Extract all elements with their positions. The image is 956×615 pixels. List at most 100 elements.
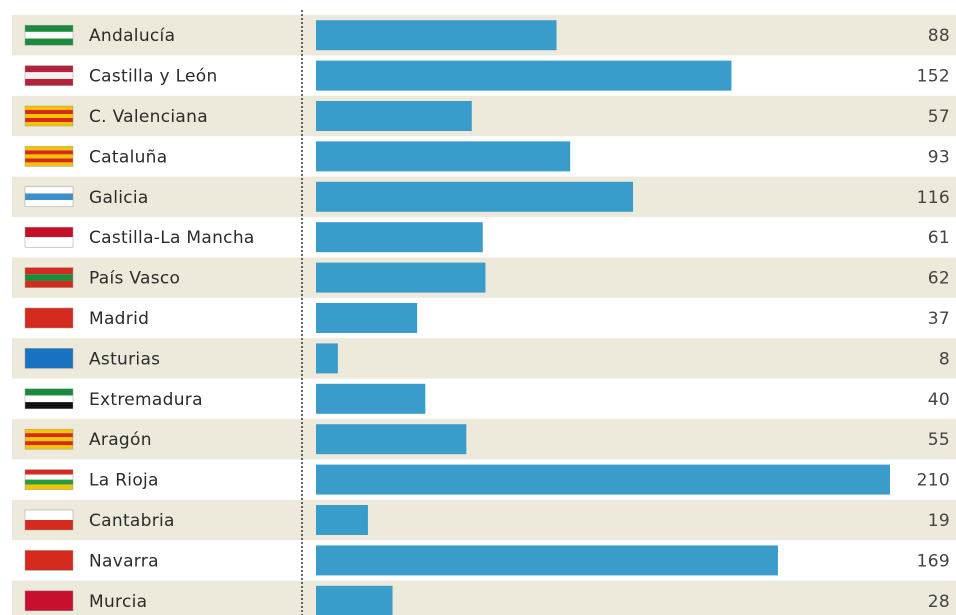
flag-stripe (25, 590, 73, 611)
value-label: 61 (928, 228, 950, 248)
bar (316, 303, 418, 333)
bar (316, 20, 557, 51)
flag-stripe (25, 441, 73, 446)
flag-stripe (25, 402, 73, 409)
bar (316, 101, 472, 131)
flag-stripe (25, 474, 73, 480)
flag-border (24, 348, 74, 369)
category-label: Andalucía (89, 26, 175, 46)
flag-border (24, 388, 74, 410)
flag-stripe (25, 227, 73, 238)
category-label: Madrid (89, 309, 149, 329)
row-band (12, 499, 956, 541)
flag-stripe (25, 395, 73, 403)
flag-stripe (25, 150, 73, 155)
flag-border (24, 469, 74, 490)
category-label: Cataluña (89, 147, 167, 167)
flag-stripe (25, 510, 73, 520)
flag-stripe (25, 550, 73, 571)
category-label: La Rioja (89, 471, 159, 491)
bar (316, 262, 486, 293)
flag-stripe (25, 520, 73, 530)
category-label: Aragón (89, 430, 152, 450)
flag-stripe (25, 25, 73, 32)
flag-border (24, 226, 74, 248)
category-label: Cantabria (89, 511, 175, 531)
category-label: País Vasco (89, 269, 180, 289)
flag-stripe (25, 280, 73, 288)
flag-border (24, 65, 74, 86)
flag-stripe (25, 429, 73, 434)
value-label: 37 (928, 309, 950, 329)
flag-stripe (25, 106, 73, 110)
category-label: Murcia (89, 592, 147, 612)
flag-stripe (25, 308, 73, 328)
value-label: 88 (928, 26, 950, 46)
flag-border (24, 186, 74, 208)
category-label: Castilla y León (89, 67, 218, 87)
value-label: 169 (917, 551, 950, 571)
value-label: 93 (928, 147, 950, 167)
flag-border (24, 105, 74, 127)
category-label: Extremadura (89, 390, 203, 410)
category-label: Galicia (89, 188, 149, 208)
flag-stripe (25, 274, 73, 281)
rows (12, 15, 956, 615)
category-label: Navarra (89, 551, 159, 571)
flag-stripe (25, 267, 73, 275)
value-label: 8 (939, 349, 950, 369)
category-label: Asturias (89, 349, 160, 369)
flag-border (24, 428, 74, 450)
flag-stripe (25, 72, 73, 79)
flag-border (24, 267, 74, 288)
row-band (12, 580, 956, 615)
value-label: 28 (928, 592, 950, 612)
value-label: 210 (917, 471, 950, 491)
flag-stripe (25, 158, 73, 163)
flag-stripe (25, 122, 73, 126)
flag-border (24, 590, 74, 612)
value-label: 116 (917, 188, 950, 208)
bar (316, 505, 368, 535)
flag-stripe (25, 237, 73, 248)
flag-stripe (25, 114, 73, 118)
bar (316, 343, 338, 374)
value-label: 55 (928, 430, 950, 450)
flag-stripe (25, 118, 73, 122)
flag-stripe (25, 110, 73, 114)
flag-border (24, 24, 74, 46)
bar (316, 181, 634, 212)
row-band (12, 338, 956, 379)
flag-stripe (25, 154, 73, 159)
bar (316, 424, 467, 455)
bar (316, 464, 890, 495)
row-band (12, 419, 956, 460)
value-label: 40 (928, 390, 950, 410)
flag-stripe (25, 200, 73, 207)
flag-stripe (25, 78, 73, 86)
value-label: 62 (928, 269, 950, 289)
bar (316, 141, 571, 172)
row-band (12, 95, 956, 137)
bar (316, 60, 732, 91)
bar (316, 545, 778, 576)
flag-stripe (25, 146, 73, 151)
bar (316, 222, 483, 253)
flag-stripe (25, 38, 73, 46)
flag-stripe (25, 479, 73, 485)
value-label: 57 (928, 107, 950, 127)
flag-stripe (25, 433, 73, 438)
flag-stripe (25, 348, 73, 369)
flag-stripe (25, 445, 73, 450)
category-label: Castilla-La Mancha (89, 228, 255, 248)
flag-stripe (25, 31, 73, 39)
flag-stripe (25, 469, 73, 475)
flag-border (24, 307, 74, 329)
bar (316, 383, 426, 414)
flag-stripe (25, 186, 73, 194)
value-label: 19 (928, 511, 950, 531)
bar (316, 585, 393, 615)
category-label: C. Valenciana (89, 107, 208, 127)
value-label: 152 (917, 67, 950, 87)
